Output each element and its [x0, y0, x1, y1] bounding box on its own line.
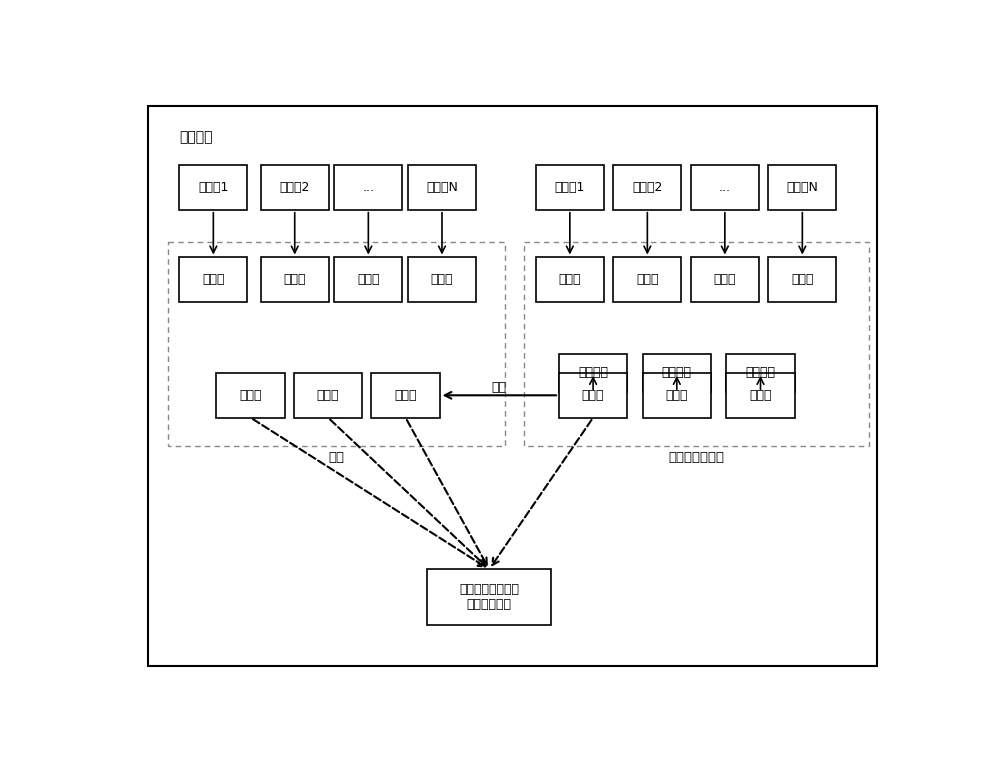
- Text: 分布式存储系统: 分布式存储系统: [669, 451, 725, 464]
- Bar: [768, 165, 836, 210]
- Text: 虚拟机1: 虚拟机1: [555, 181, 585, 194]
- Bar: [613, 165, 681, 210]
- Bar: [726, 354, 795, 392]
- Text: 存储卷: 存储卷: [431, 273, 453, 286]
- Text: 物理卷: 物理卷: [317, 389, 339, 402]
- Text: 虚拟机2: 虚拟机2: [280, 181, 310, 194]
- Text: 存储卷: 存储卷: [791, 273, 814, 286]
- Bar: [261, 257, 329, 302]
- Text: 虚拟机1: 虚拟机1: [198, 181, 229, 194]
- Text: 存储对象: 存储对象: [746, 366, 776, 379]
- Text: 存储卷: 存储卷: [714, 273, 736, 286]
- Bar: [726, 373, 795, 417]
- Bar: [334, 165, 402, 210]
- Bar: [559, 354, 627, 392]
- Text: 存储对象: 存储对象: [662, 366, 692, 379]
- Text: 物理卷: 物理卷: [666, 389, 688, 402]
- Bar: [334, 257, 402, 302]
- Text: 存储对象: 存储对象: [578, 366, 608, 379]
- Bar: [643, 354, 711, 392]
- Bar: [261, 165, 329, 210]
- Text: 物理卷: 物理卷: [749, 389, 772, 402]
- Bar: [559, 373, 627, 417]
- Text: 虚拟机2: 虚拟机2: [632, 181, 663, 194]
- Bar: [536, 257, 604, 302]
- Bar: [216, 373, 285, 417]
- Bar: [524, 242, 869, 446]
- Text: 虚拟机N: 虚拟机N: [786, 181, 818, 194]
- Text: 存储卷: 存储卷: [202, 273, 225, 286]
- Text: 存储卷: 存储卷: [559, 273, 581, 286]
- Text: 物理卷: 物理卷: [582, 389, 604, 402]
- Bar: [643, 373, 711, 417]
- Bar: [768, 257, 836, 302]
- Text: ...: ...: [362, 181, 374, 194]
- Bar: [691, 165, 759, 210]
- Bar: [427, 569, 551, 625]
- Text: 存储卷: 存储卷: [283, 273, 306, 286]
- Text: 计算节点: 计算节点: [179, 130, 213, 145]
- Text: 存储卷: 存储卷: [357, 273, 380, 286]
- Bar: [371, 373, 440, 417]
- Text: 物理卷: 物理卷: [239, 389, 262, 402]
- Bar: [294, 373, 362, 417]
- Text: 卷组: 卷组: [328, 451, 344, 464]
- Bar: [408, 257, 476, 302]
- Bar: [168, 242, 505, 446]
- Bar: [179, 257, 247, 302]
- Bar: [179, 165, 247, 210]
- Text: 迁移: 迁移: [492, 381, 507, 394]
- Text: 虚拟机N: 虚拟机N: [426, 181, 458, 194]
- Bar: [613, 257, 681, 302]
- Bar: [691, 257, 759, 302]
- Text: ...: ...: [719, 181, 731, 194]
- Bar: [536, 165, 604, 210]
- Text: 物理卷: 物理卷: [394, 389, 417, 402]
- Text: 本地磁盘或集中存
储逻辑单元号: 本地磁盘或集中存 储逻辑单元号: [459, 583, 519, 611]
- Bar: [408, 165, 476, 210]
- Text: 存储卷: 存储卷: [636, 273, 659, 286]
